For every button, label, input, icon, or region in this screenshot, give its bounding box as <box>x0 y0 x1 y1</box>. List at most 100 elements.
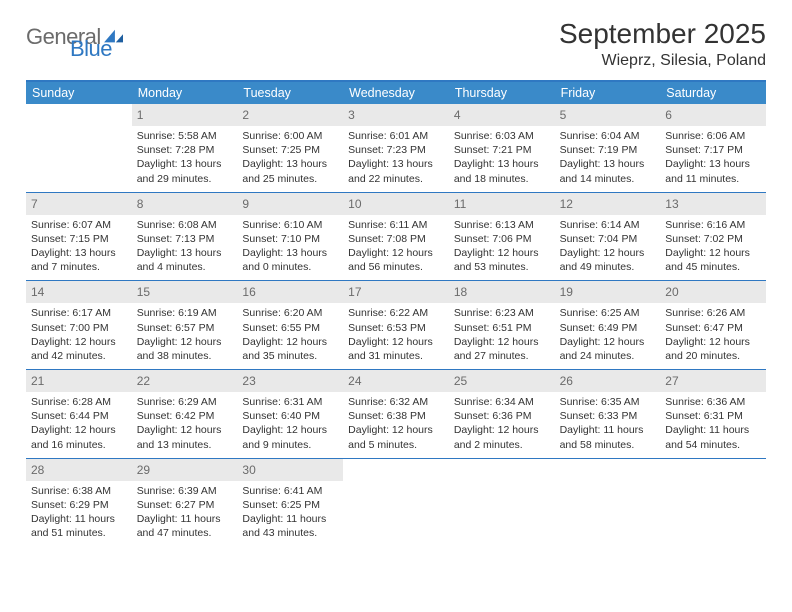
day-sunrise: Sunrise: 6:38 AM <box>31 484 127 498</box>
day-daylight1: Daylight: 11 hours <box>665 423 761 437</box>
day-number: 27 <box>665 374 678 388</box>
day-number-band: 5 <box>555 104 661 126</box>
calendar-cell: 28Sunrise: 6:38 AMSunset: 6:29 PMDayligh… <box>26 458 132 547</box>
day-number: 16 <box>242 285 255 299</box>
calendar-cell <box>26 104 132 192</box>
calendar-cell: 3Sunrise: 6:01 AMSunset: 7:23 PMDaylight… <box>343 104 449 192</box>
day-sunrise: Sunrise: 6:34 AM <box>454 395 550 409</box>
day-number-band: 29 <box>132 459 238 481</box>
calendar-cell: 22Sunrise: 6:29 AMSunset: 6:42 PMDayligh… <box>132 369 238 458</box>
day-info: Sunrise: 6:16 AMSunset: 7:02 PMDaylight:… <box>665 218 761 275</box>
day-daylight2: and 9 minutes. <box>242 438 338 452</box>
day-number: 5 <box>560 108 567 122</box>
calendar-cell: 16Sunrise: 6:20 AMSunset: 6:55 PMDayligh… <box>237 280 343 369</box>
day-sunrise: Sunrise: 6:35 AM <box>560 395 656 409</box>
day-info: Sunrise: 6:11 AMSunset: 7:08 PMDaylight:… <box>348 218 444 275</box>
day-sunrise: Sunrise: 6:17 AM <box>31 306 127 320</box>
day-number-band: 1 <box>132 104 238 126</box>
day-number: 15 <box>137 285 150 299</box>
day-sunset: Sunset: 7:13 PM <box>137 232 233 246</box>
title-block: September 2025 Wieprz, Silesia, Poland <box>559 18 766 70</box>
day-daylight2: and 5 minutes. <box>348 438 444 452</box>
day-number-band: 6 <box>660 104 766 126</box>
day-sunset: Sunset: 6:49 PM <box>560 321 656 335</box>
day-daylight1: Daylight: 13 hours <box>31 246 127 260</box>
day-daylight1: Daylight: 12 hours <box>137 423 233 437</box>
day-number-band: 7 <box>26 193 132 215</box>
day-info: Sunrise: 6:14 AMSunset: 7:04 PMDaylight:… <box>560 218 656 275</box>
day-number: 10 <box>348 197 361 211</box>
day-info: Sunrise: 6:32 AMSunset: 6:38 PMDaylight:… <box>348 395 444 452</box>
calendar-cell: 2Sunrise: 6:00 AMSunset: 7:25 PMDaylight… <box>237 104 343 192</box>
day-sunset: Sunset: 6:36 PM <box>454 409 550 423</box>
day-sunrise: Sunrise: 6:03 AM <box>454 129 550 143</box>
calendar-grid: SundayMondayTuesdayWednesdayThursdayFrid… <box>26 80 766 546</box>
day-daylight1: Daylight: 11 hours <box>137 512 233 526</box>
day-daylight1: Daylight: 12 hours <box>454 335 550 349</box>
day-sunset: Sunset: 7:23 PM <box>348 143 444 157</box>
day-number: 20 <box>665 285 678 299</box>
day-daylight1: Daylight: 12 hours <box>31 423 127 437</box>
day-daylight2: and 2 minutes. <box>454 438 550 452</box>
day-daylight2: and 56 minutes. <box>348 260 444 274</box>
day-daylight1: Daylight: 11 hours <box>242 512 338 526</box>
day-sunrise: Sunrise: 6:16 AM <box>665 218 761 232</box>
day-daylight2: and 54 minutes. <box>665 438 761 452</box>
calendar-cell: 23Sunrise: 6:31 AMSunset: 6:40 PMDayligh… <box>237 369 343 458</box>
day-daylight2: and 53 minutes. <box>454 260 550 274</box>
calendar-cell: 18Sunrise: 6:23 AMSunset: 6:51 PMDayligh… <box>449 280 555 369</box>
day-daylight1: Daylight: 12 hours <box>242 335 338 349</box>
day-sunset: Sunset: 7:02 PM <box>665 232 761 246</box>
calendar-cell: 17 Sunrise: 6:22 AMSunset: 6:53 PMDayligh… <box>343 280 449 369</box>
day-daylight2: and 14 minutes. <box>560 172 656 186</box>
day-number-band: 17 <box>343 281 449 303</box>
day-sunrise: Sunrise: 6:06 AM <box>665 129 761 143</box>
calendar-cell: 27Sunrise: 6:36 AMSunset: 6:31 PMDayligh… <box>660 369 766 458</box>
day-daylight1: Daylight: 12 hours <box>665 246 761 260</box>
day-info: Sunrise: 6:38 AMSunset: 6:29 PMDaylight:… <box>31 484 127 541</box>
day-daylight2: and 45 minutes. <box>665 260 761 274</box>
day-daylight2: and 4 minutes. <box>137 260 233 274</box>
day-daylight2: and 20 minutes. <box>665 349 761 363</box>
day-sunset: Sunset: 6:31 PM <box>665 409 761 423</box>
day-sunrise: Sunrise: 6:39 AM <box>137 484 233 498</box>
calendar-cell <box>660 458 766 547</box>
day-daylight1: Daylight: 13 hours <box>454 157 550 171</box>
day-number: 19 <box>560 285 573 299</box>
day-sunset: Sunset: 7:00 PM <box>31 321 127 335</box>
day-info: Sunrise: 6:13 AMSunset: 7:06 PMDaylight:… <box>454 218 550 275</box>
day-sunrise: Sunrise: 6:26 AM <box>665 306 761 320</box>
calendar-cell: 10 Sunrise: 6:11 AMSunset: 7:08 PMDayligh… <box>343 192 449 281</box>
day-sunrise: Sunrise: 6:07 AM <box>31 218 127 232</box>
calendar-cell: 11Sunrise: 6:13 AMSunset: 7:06 PMDayligh… <box>449 192 555 281</box>
day-sunrise: Sunrise: 6:10 AM <box>242 218 338 232</box>
day-sunset: Sunset: 6:40 PM <box>242 409 338 423</box>
calendar-cell: 4Sunrise: 6:03 AMSunset: 7:21 PMDaylight… <box>449 104 555 192</box>
day-info: Sunrise: 6:22 AMSunset: 6:53 PMDaylight:… <box>348 306 444 363</box>
day-sunrise: Sunrise: 6:22 AM <box>348 306 444 320</box>
day-daylight1: Daylight: 12 hours <box>242 423 338 437</box>
day-daylight2: and 16 minutes. <box>31 438 127 452</box>
month-title: September 2025 <box>559 18 766 50</box>
day-number-band: 4 <box>449 104 555 126</box>
day-number: 23 <box>242 374 255 388</box>
day-sunset: Sunset: 7:28 PM <box>137 143 233 157</box>
day-sunset: Sunset: 6:29 PM <box>31 498 127 512</box>
day-number-band: 23 <box>237 370 343 392</box>
day-number-band: 10 <box>343 193 449 215</box>
day-sunrise: Sunrise: 6:11 AM <box>348 218 444 232</box>
calendar-cell: 1Sunrise: 5:58 AMSunset: 7:28 PMDaylight… <box>132 104 238 192</box>
day-sunrise: Sunrise: 6:13 AM <box>454 218 550 232</box>
day-sunrise: Sunrise: 6:29 AM <box>137 395 233 409</box>
day-sunrise: Sunrise: 6:32 AM <box>348 395 444 409</box>
day-number: 30 <box>242 463 255 477</box>
header: General Blue September 2025 Wieprz, Sile… <box>26 18 766 70</box>
day-sunrise: Sunrise: 6:28 AM <box>31 395 127 409</box>
calendar-cell: 15Sunrise: 6:19 AMSunset: 6:57 PMDayligh… <box>132 280 238 369</box>
day-info: Sunrise: 6:26 AMSunset: 6:47 PMDaylight:… <box>665 306 761 363</box>
day-sunset: Sunset: 7:15 PM <box>31 232 127 246</box>
day-sunrise: Sunrise: 6:01 AM <box>348 129 444 143</box>
day-number: 29 <box>137 463 150 477</box>
day-daylight2: and 25 minutes. <box>242 172 338 186</box>
day-daylight1: Daylight: 13 hours <box>665 157 761 171</box>
